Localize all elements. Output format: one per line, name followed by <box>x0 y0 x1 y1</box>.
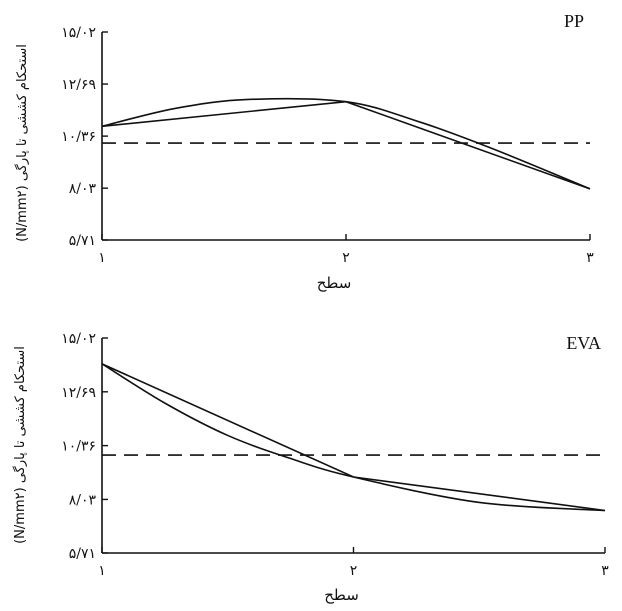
panel-label-pp: PP <box>564 11 584 31</box>
x-tick-label: ۲ <box>342 250 350 266</box>
y-tick-label: ۱۵/۰۲ <box>61 25 96 41</box>
chart-panel-pp: ۵/۷۱ ۸/۰۳ ۱۰/۳۶ ۱۲/۶۹ ۱۵/۰۲ ۱ ۲ ۳ PP سطح استحکام ک… <box>0 0 622 305</box>
y-tick-label: ۵/۷۱ <box>69 233 96 249</box>
panel-label-eva: EVA <box>566 333 601 353</box>
chart-svg-pp: ۵/۷۱ ۸/۰۳ ۱۰/۳۶ ۱۲/۶۹ ۱۵/۰۲ ۱ ۲ ۳ PP سطح استحکام ک… <box>14 11 594 292</box>
y-tick-label: ۱۵/۰۲ <box>61 331 96 347</box>
y-tick-label: ۸/۰۳ <box>69 181 97 197</box>
x-axis-title: سطح <box>324 586 359 604</box>
y-axis-title: استحکام کششی تا پارگی (N/mm۲) <box>14 44 30 242</box>
x-tick-label: ۱ <box>98 563 106 579</box>
x-tick-label: ۱ <box>98 250 106 266</box>
y-tick-label: ۱۰/۳۶ <box>61 439 96 455</box>
y-axis-title: استحکام کششی تا پارگی (N/mm۲) <box>12 346 28 544</box>
y-tick-label: ۱۲/۶۹ <box>61 385 96 401</box>
y-tick-label: ۸/۰۳ <box>69 492 97 508</box>
chart-svg-eva: ۵/۷۱ ۸/۰۳ ۱۰/۳۶ ۱۲/۶۹ ۱۵/۰۲ ۱ ۲ ۳ EVA سطح استحکام … <box>12 331 609 604</box>
series-straight <box>101 363 606 512</box>
y-tick-label: ۱۰/۳۶ <box>61 129 96 145</box>
x-tick-label: ۳ <box>586 250 594 266</box>
x-axis-title: سطح <box>317 274 352 292</box>
y-tick-label: ۵/۷۱ <box>69 546 96 562</box>
y-tick-label: ۱۲/۶۹ <box>61 77 96 93</box>
series-straight <box>101 100 591 190</box>
series-curve <box>101 97 591 190</box>
x-tick-label: ۲ <box>350 563 358 579</box>
x-tick-label: ۳ <box>601 563 609 579</box>
series-curve <box>101 363 606 512</box>
chart-panel-eva: ۵/۷۱ ۸/۰۳ ۱۰/۳۶ ۱۲/۶۹ ۱۵/۰۲ ۱ ۲ ۳ EVA سطح استحکام … <box>0 305 622 611</box>
